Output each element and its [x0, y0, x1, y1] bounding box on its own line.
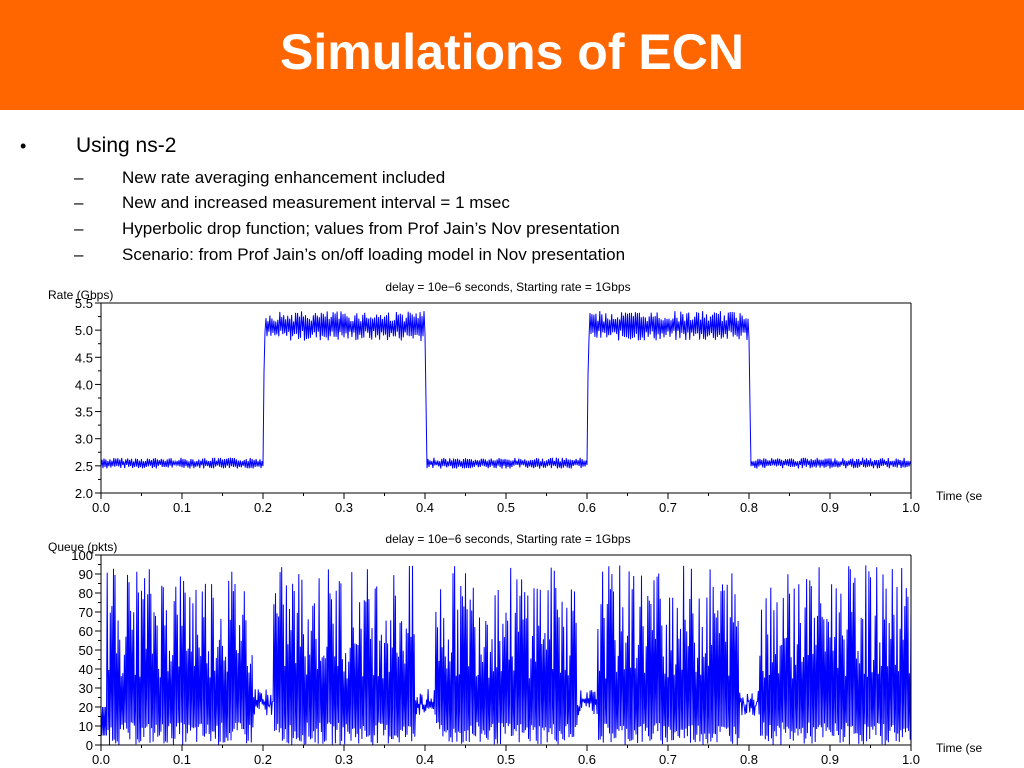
x-tick-label: 0.4 — [416, 500, 434, 514]
x-tick-label: 0.7 — [659, 500, 677, 514]
x-tick-label: 0.3 — [335, 752, 353, 766]
y-axis-label: Rate (Gbps) — [48, 288, 113, 302]
sub-bullet-mark: – — [74, 193, 84, 212]
x-tick-label: 0.2 — [254, 500, 272, 514]
y-tick-label: 3.0 — [75, 432, 93, 447]
y-tick-label: 5.0 — [75, 323, 93, 338]
rate-chart: Rate (Gbps) delay = 10e−6 seconds, Starti… — [48, 280, 983, 514]
y-tick-label: 2.0 — [75, 486, 93, 501]
x-tick-label: 0.9 — [821, 752, 839, 766]
plot-area — [101, 565, 911, 745]
x-tick-label: 0.0 — [92, 752, 110, 766]
y-axis-label: Queue (pkts) — [48, 540, 117, 554]
bullet-text-main: Using ns-2 — [76, 134, 177, 157]
y-tick-label: 90 — [79, 567, 93, 582]
queue-chart: Queue (pkts) delay = 10e−6 seconds, Start… — [48, 532, 983, 766]
sub-bullet-text: New rate averaging enhancement included — [122, 168, 446, 187]
y-tick-label: 50 — [79, 643, 93, 658]
x-tick-label: 0.1 — [173, 500, 191, 514]
y-tick-label: 40 — [79, 662, 93, 677]
y-tick-label: 5.5 — [75, 296, 93, 311]
y-tick-label: 0 — [86, 738, 93, 753]
x-tick-label: 0.2 — [254, 752, 272, 766]
x-axis-label: Time (se — [936, 741, 983, 755]
x-tick-label: 0.3 — [335, 500, 353, 514]
y-tick-label: 20 — [79, 700, 93, 715]
sub-bullet-mark: – — [74, 219, 84, 238]
x-tick-label: 0.8 — [740, 752, 758, 766]
y-tick-label: 30 — [79, 681, 93, 696]
bullet-mark: • — [20, 136, 27, 156]
y-tick-label: 100 — [71, 548, 93, 563]
plot-area — [101, 311, 911, 469]
sub-bullet-mark: – — [74, 245, 84, 264]
y-tick-label: 4.5 — [75, 350, 93, 365]
x-tick-label: 1.0 — [902, 752, 920, 766]
y-tick-label: 3.5 — [75, 405, 93, 420]
chart-title: delay = 10e−6 seconds, Starting rate = 1… — [385, 532, 630, 546]
x-axis-label: Time (se — [936, 489, 983, 503]
sub-bullet-text: New and increased measurement interval =… — [122, 193, 510, 212]
x-tick-label: 0.0 — [92, 500, 110, 514]
sub-bullet-mark: – — [74, 168, 84, 187]
sub-bullet-text: Scenario: from Prof Jain’s on/off loadin… — [122, 245, 626, 264]
x-tick-label: 0.5 — [497, 500, 515, 514]
rate-series-line — [101, 311, 911, 469]
x-tick-label: 0.7 — [659, 752, 677, 766]
sub-bullet-text: Hyperbolic drop function; values from Pr… — [122, 219, 620, 238]
x-tick-label: 1.0 — [902, 500, 920, 514]
x-tick-label: 0.5 — [497, 752, 515, 766]
y-tick-label: 60 — [79, 624, 93, 639]
title-bar: Simulations of ECN — [0, 0, 1024, 110]
x-tick-label: 0.4 — [416, 752, 434, 766]
y-tick-label: 2.5 — [75, 459, 93, 474]
y-tick-label: 80 — [79, 586, 93, 601]
x-tick-label: 0.9 — [821, 500, 839, 514]
x-tick-label: 0.6 — [578, 752, 596, 766]
y-tick-label: 4.0 — [75, 377, 93, 392]
y-tick-label: 70 — [79, 605, 93, 620]
queue-series-line — [101, 565, 911, 745]
x-tick-label: 0.1 — [173, 752, 191, 766]
slide-title: Simulations of ECN — [280, 24, 744, 80]
y-tick-label: 10 — [79, 719, 93, 734]
x-tick-label: 0.6 — [578, 500, 596, 514]
x-tick-label: 0.8 — [740, 500, 758, 514]
chart-title: delay = 10e−6 seconds, Starting rate = 1… — [385, 280, 630, 294]
